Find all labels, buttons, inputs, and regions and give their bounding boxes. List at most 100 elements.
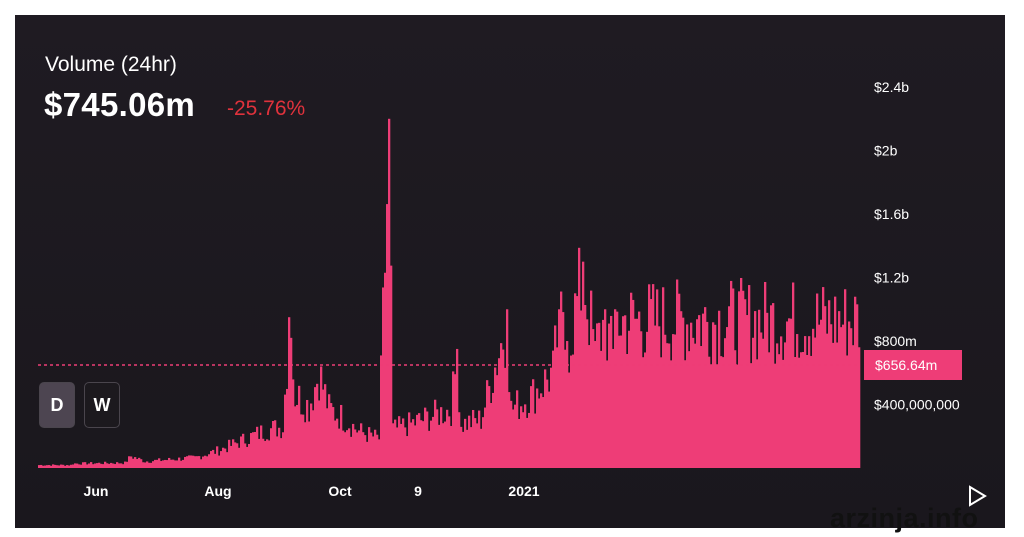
volume-bar <box>604 309 607 468</box>
volume-bar <box>732 288 735 468</box>
volume-bar <box>618 335 621 468</box>
volume-bar <box>832 342 835 468</box>
volume-bar <box>512 409 515 468</box>
volume-bar <box>424 407 427 468</box>
volume-bar <box>838 311 841 468</box>
volume-bar <box>468 415 471 468</box>
volume-bar <box>304 422 307 468</box>
volume-bar <box>284 394 287 468</box>
volume-bar <box>386 204 389 468</box>
volume-bar <box>510 400 513 468</box>
volume-bar <box>858 347 861 468</box>
volume-bar <box>726 327 729 468</box>
volume-bar <box>164 459 167 468</box>
volume-bar <box>856 304 859 468</box>
volume-bar <box>382 287 385 468</box>
current-value-label: $656.64m <box>875 357 937 373</box>
volume-bar <box>646 331 649 468</box>
volume-bar <box>394 419 397 468</box>
volume-bar <box>692 337 695 468</box>
y-axis-ticks: $400,000,000 $800m $1.2b $1.6b $2b $2.4b <box>874 79 960 413</box>
volume-bar <box>828 300 831 468</box>
volume-bar <box>356 432 359 468</box>
volume-bar <box>236 443 239 468</box>
volume-bar <box>364 435 367 468</box>
volume-bar <box>820 319 823 468</box>
volume-bar <box>500 343 503 468</box>
volume-bar <box>416 414 419 468</box>
volume-bar <box>804 336 807 468</box>
volume-bar <box>806 354 809 468</box>
volume-bar <box>172 459 175 468</box>
volume-bar <box>850 328 853 468</box>
volume-bar <box>76 463 79 468</box>
volume-bar <box>294 406 297 468</box>
volume-bar <box>490 403 493 468</box>
watermark: arzinja.info <box>830 503 979 533</box>
volume-bar <box>140 459 143 468</box>
volume-bar <box>818 324 821 468</box>
volume-baseline <box>38 466 860 468</box>
volume-bar <box>730 280 733 468</box>
volume-bar <box>788 318 791 468</box>
volume-bar <box>340 404 343 468</box>
volume-bar <box>262 438 265 468</box>
volume-bar <box>124 461 127 468</box>
volume-bar <box>830 324 833 468</box>
volume-bar <box>368 427 371 468</box>
volume-bar <box>196 456 199 468</box>
volume-bar <box>708 356 711 468</box>
volume-bar <box>574 293 577 468</box>
timeframe-week-button[interactable]: W <box>84 382 120 428</box>
volume-bar <box>274 420 277 468</box>
volume-bar <box>532 379 535 468</box>
play-triangle-icon[interactable] <box>968 485 988 507</box>
volume-bar <box>550 367 553 468</box>
volume-bar <box>282 432 285 468</box>
volume-bar <box>546 379 549 468</box>
volume-bar <box>156 459 159 468</box>
volume-bar <box>246 446 249 468</box>
volume-bar <box>764 281 767 468</box>
volume-bar <box>458 412 461 468</box>
volume-bar <box>184 456 187 468</box>
y-tick-label: $1.6b <box>874 206 909 222</box>
volume-bar <box>264 440 267 468</box>
volume-bar <box>188 455 191 468</box>
timeframe-day-button[interactable]: D <box>39 382 75 428</box>
volume-bar <box>298 385 301 468</box>
volume-bar <box>684 360 687 468</box>
volume-bar <box>310 403 313 468</box>
volume-bar <box>220 451 223 468</box>
volume-bar <box>334 420 337 468</box>
volume-bar <box>98 462 101 468</box>
volume-bar <box>194 456 197 468</box>
volume-bar <box>780 336 783 468</box>
volume-bar <box>784 342 787 468</box>
volume-bar <box>848 321 851 468</box>
volume-bar <box>378 439 381 468</box>
volume-bar <box>786 321 789 468</box>
volume-bar <box>656 289 659 468</box>
volume-bar <box>822 287 825 468</box>
volume-bar <box>456 348 459 468</box>
volume-bar <box>428 430 431 468</box>
volume-bar <box>688 351 691 468</box>
volume-bar <box>354 429 357 468</box>
volume-bar <box>228 439 231 468</box>
volume-bar <box>614 309 617 468</box>
volume-bar <box>212 449 215 468</box>
volume-bar <box>286 388 289 468</box>
volume-bar <box>230 445 233 468</box>
volume-bar <box>528 412 531 468</box>
volume-bar <box>136 459 139 468</box>
volume-bar <box>836 342 839 468</box>
volume-bar <box>650 299 653 468</box>
volume-bar <box>552 350 555 468</box>
volume-bar <box>90 462 93 468</box>
volume-bar <box>182 459 185 468</box>
volume-bar <box>662 287 665 468</box>
volume-bar <box>498 358 501 468</box>
volume-bar <box>594 341 597 468</box>
volume-bar <box>358 430 361 468</box>
